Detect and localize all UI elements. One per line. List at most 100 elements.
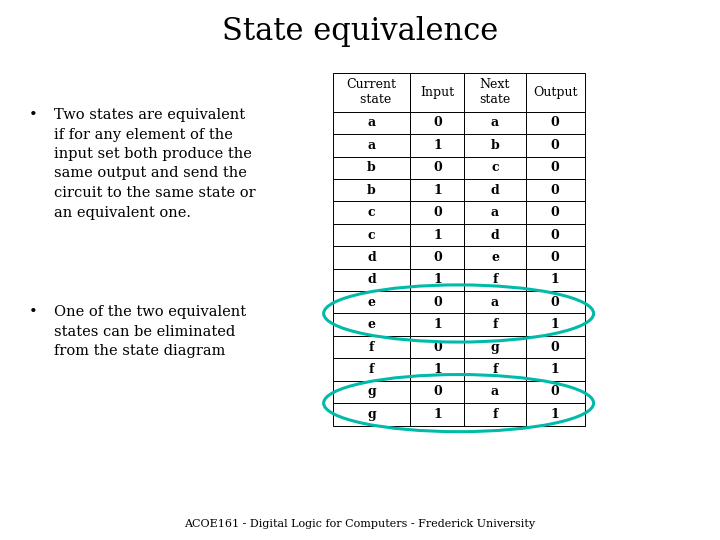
Text: Two states are equivalent
if for any element of the
input set both produce the
s: Two states are equivalent if for any ele… [54,108,256,219]
Text: d: d [490,228,500,241]
Bar [526,381,585,403]
Bar [410,112,464,134]
Text: Output: Output [533,86,577,99]
Bar [464,134,526,157]
Text: b: b [490,139,500,152]
Text: c: c [368,206,375,219]
Bar [333,359,410,381]
Bar [526,359,585,381]
Bar [526,291,585,313]
Bar [410,359,464,381]
Text: Next
state: Next state [480,78,510,106]
Text: 1: 1 [433,184,442,197]
Bar [464,403,526,426]
Bar [464,359,526,381]
Bar [464,112,526,134]
Text: 0: 0 [433,296,442,309]
Text: 0: 0 [551,184,559,197]
Bar [333,201,410,224]
Text: c: c [368,228,375,241]
Bar [333,403,410,426]
Text: f: f [492,318,498,331]
Bar [333,336,410,359]
Text: 1: 1 [551,363,559,376]
Bar [526,246,585,268]
Text: b: b [367,161,376,174]
Bar [526,134,585,157]
Text: f: f [369,341,374,354]
Text: g: g [367,408,376,421]
Text: c: c [491,161,499,174]
Bar [410,157,464,179]
Text: 0: 0 [551,341,559,354]
Text: •: • [29,108,37,122]
Text: a: a [491,386,499,399]
Bar [333,112,410,134]
Bar [526,336,585,359]
Text: a: a [491,206,499,219]
Bar [464,179,526,201]
Text: a: a [491,296,499,309]
Text: •: • [29,305,37,319]
Bar [526,112,585,134]
Bar [526,224,585,246]
Bar [333,381,410,403]
Text: Input: Input [420,86,454,99]
Text: 1: 1 [551,318,559,331]
Text: 0: 0 [433,117,442,130]
Text: Current
  state: Current state [346,78,397,106]
Bar [464,224,526,246]
Text: 1: 1 [433,318,442,331]
Text: 0: 0 [551,296,559,309]
Bar [410,246,464,268]
Text: 1: 1 [551,408,559,421]
Bar [526,73,585,112]
Text: 1: 1 [433,139,442,152]
Bar [333,224,410,246]
Text: 0: 0 [433,206,442,219]
Bar [526,201,585,224]
Bar [410,179,464,201]
Text: 1: 1 [433,408,442,421]
Text: b: b [367,184,376,197]
Bar [464,313,526,336]
Text: f: f [492,273,498,286]
Text: f: f [369,363,374,376]
Bar [410,291,464,313]
Bar [333,246,410,268]
Bar [333,313,410,336]
Text: ACOE161 - Digital Logic for Computers - Frederick University: ACOE161 - Digital Logic for Computers - … [184,519,536,529]
Text: d: d [367,273,376,286]
Text: g: g [367,386,376,399]
Text: g: g [490,341,500,354]
Text: 0: 0 [551,228,559,241]
Bar [410,403,464,426]
Text: 0: 0 [551,117,559,130]
Bar [410,73,464,112]
Bar [410,313,464,336]
Bar [464,157,526,179]
Text: 0: 0 [433,251,442,264]
Text: 0: 0 [433,341,442,354]
Bar [526,179,585,201]
Bar [333,179,410,201]
Text: e: e [367,318,376,331]
Text: One of the two equivalent
states can be eliminated
from the state diagram: One of the two equivalent states can be … [54,305,246,358]
Bar [526,269,585,291]
Bar [333,73,410,112]
Bar [526,313,585,336]
Bar [526,157,585,179]
Text: State equivalence: State equivalence [222,16,498,47]
Text: d: d [490,184,500,197]
Text: 0: 0 [551,251,559,264]
Text: 0: 0 [551,139,559,152]
Bar [464,246,526,268]
Bar [464,269,526,291]
Text: 0: 0 [551,161,559,174]
Bar [464,336,526,359]
Text: e: e [491,251,499,264]
Bar [333,134,410,157]
Bar [410,269,464,291]
Bar [410,336,464,359]
Text: e: e [367,296,376,309]
